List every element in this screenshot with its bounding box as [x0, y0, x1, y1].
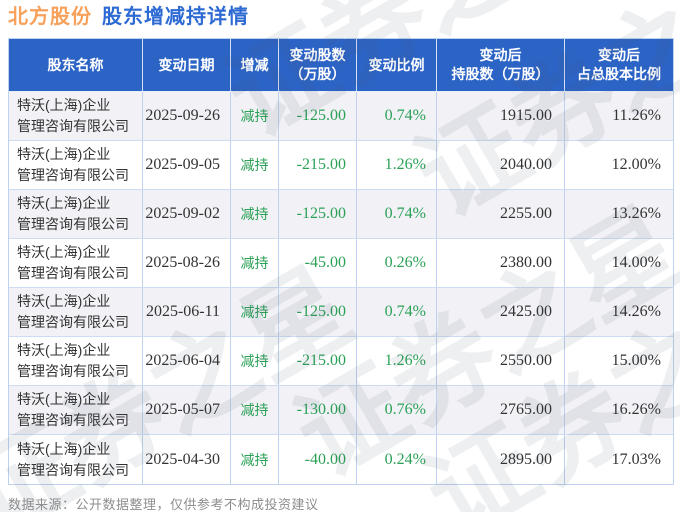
table-header-row: 股东名称 变动日期 增减 变动股数 （万股） 变动比例 变动后 持股数（万股） 变动后 占总…	[9, 39, 673, 92]
cell-shareholder-name: 特沃(上海)企业 管理咨询有限公司	[9, 288, 143, 336]
cell-shareholder-name: 特沃(上海)企业 管理咨询有限公司	[9, 190, 143, 238]
cell-ratio-after: 14.00%	[611, 254, 661, 271]
cell-shareholder-name: 特沃(上海)企业 管理咨询有限公司	[9, 386, 143, 434]
cell-change-shares: -40.00	[279, 435, 357, 484]
cell-change-date: 2025-09-02	[143, 190, 231, 238]
table-row: 特沃(上海)企业 管理咨询有限公司 2025-06-11 减持 -125.00 0.74…	[9, 288, 673, 337]
col-header-action: 增减	[231, 39, 279, 91]
cell-change-ratio: 0.74%	[357, 190, 437, 238]
cell-action: 减持	[231, 435, 279, 484]
cell-change-shares: -130.00	[279, 386, 357, 434]
cell-change-date: 2025-08-26	[143, 239, 231, 287]
cell-shareholder-name: 特沃(上海)企业 管理咨询有限公司	[9, 239, 143, 287]
holders-change-table: 股东名称 变动日期 增减 变动股数 （万股） 变动比例 变动后 持股数（万股） 变动后 占总…	[8, 38, 674, 485]
cell-action: 减持	[231, 190, 279, 238]
cell-change-date: 2025-04-30	[143, 435, 231, 484]
table-row: 特沃(上海)企业 管理咨询有限公司 2025-06-04 减持 -215.00 1.26…	[9, 337, 673, 386]
table-row: 特沃(上海)企业 管理咨询有限公司 2025-09-05 减持 -215.00 1.26…	[9, 141, 673, 190]
cell-change-shares: -215.00	[279, 337, 357, 385]
cell-shareholder-name: 特沃(上海)企业 管理咨询有限公司	[9, 92, 143, 140]
cell-change-date: 2025-09-26	[143, 92, 231, 140]
col-header-change-date: 变动日期	[143, 39, 231, 91]
cell-action: 减持	[231, 337, 279, 385]
cell-change-shares: -125.00	[279, 190, 357, 238]
cell-change-shares: -45.00	[279, 239, 357, 287]
table-row: 特沃(上海)企业 管理咨询有限公司 2025-08-26 减持 -45.00 0.26%…	[9, 239, 673, 288]
cell-ratio-after: 11.26%	[612, 107, 661, 124]
cell-shares-after: 2765.00	[437, 386, 565, 434]
cell-action: 减持	[231, 141, 279, 189]
table-body: 特沃(上海)企业 管理咨询有限公司 2025-09-26 减持 -125.00 0.74…	[9, 92, 673, 484]
cell-change-shares: -215.00	[279, 141, 357, 189]
title-subtitle: 股东增减持详情	[102, 6, 249, 28]
table-row: 特沃(上海)企业 管理咨询有限公司 2025-05-07 减持 -130.00 0.76…	[9, 386, 673, 435]
col-header-change-shares: 变动股数 （万股）	[279, 39, 357, 91]
data-source-note: 数据来源：公开数据整理，仅供参考不构成投资建议	[8, 497, 319, 512]
cell-change-shares: -125.00	[279, 288, 357, 336]
cell-change-ratio: 0.26%	[357, 239, 437, 287]
table-row: 特沃(上海)企业 管理咨询有限公司 2025-04-30 减持 -40.00 0.24%…	[9, 435, 673, 484]
cell-change-ratio: 0.24%	[357, 435, 437, 484]
cell-action: 减持	[231, 239, 279, 287]
cell-shareholder-name: 特沃(上海)企业 管理咨询有限公司	[9, 337, 143, 385]
col-header-shareholder-name: 股东名称	[9, 39, 143, 91]
cell-shareholder-name: 特沃(上海)企业 管理咨询有限公司	[9, 141, 143, 189]
cell-action: 减持	[231, 92, 279, 140]
cell-change-ratio: 1.26%	[357, 141, 437, 189]
cell-shares-after: 2040.00	[437, 141, 565, 189]
cell-change-ratio: 0.76%	[357, 386, 437, 434]
col-header-shares-after: 变动后 持股数（万股）	[437, 39, 565, 91]
cell-change-ratio: 0.74%	[357, 92, 437, 140]
cell-shares-after: 2550.00	[437, 337, 565, 385]
page-title: 北方股份 股东增减持详情	[8, 4, 672, 30]
table-row: 特沃(上海)企业 管理咨询有限公司 2025-09-02 减持 -125.00 0.74…	[9, 190, 673, 239]
cell-shares-after: 1915.00	[437, 92, 565, 140]
cell-action: 减持	[231, 386, 279, 434]
cell-ratio-after: 15.00%	[611, 352, 661, 369]
cell-ratio-after: 12.00%	[611, 156, 661, 173]
cell-ratio-after: 13.26%	[611, 205, 661, 222]
stock-name: 北方股份	[8, 6, 92, 28]
cell-shares-after: 2425.00	[437, 288, 565, 336]
cell-shares-after: 2255.00	[437, 190, 565, 238]
cell-shares-after: 2380.00	[437, 239, 565, 287]
col-header-ratio-after: 变动后 占总股本比例	[577, 47, 661, 82]
cell-change-ratio: 0.74%	[357, 288, 437, 336]
cell-change-shares: -125.00	[279, 92, 357, 140]
cell-shares-after: 2895.00	[437, 435, 565, 484]
cell-action: 减持	[231, 288, 279, 336]
cell-change-date: 2025-09-05	[143, 141, 231, 189]
cell-shareholder-name: 特沃(上海)企业 管理咨询有限公司	[9, 435, 143, 484]
table-row: 特沃(上海)企业 管理咨询有限公司 2025-09-26 减持 -125.00 0.74…	[9, 92, 673, 141]
col-header-change-ratio: 变动比例	[357, 39, 437, 91]
cell-change-date: 2025-06-04	[143, 337, 231, 385]
cell-ratio-after: 16.26%	[611, 401, 661, 418]
cell-ratio-after: 17.03%	[611, 450, 661, 468]
cell-change-date: 2025-05-07	[143, 386, 231, 434]
cell-change-ratio: 1.26%	[357, 337, 437, 385]
cell-ratio-after: 14.26%	[611, 303, 661, 320]
cell-change-date: 2025-06-11	[143, 288, 231, 336]
